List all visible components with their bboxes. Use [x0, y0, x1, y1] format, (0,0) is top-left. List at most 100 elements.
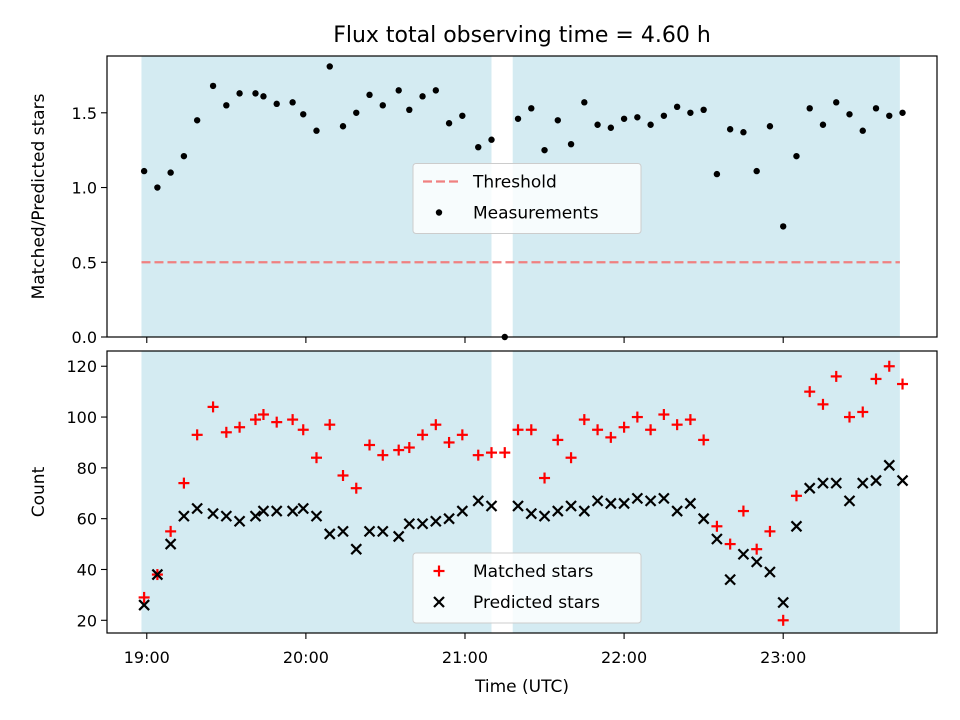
series-predicted-stars [138, 459, 909, 611]
x-marker-b [525, 507, 538, 520]
data-point [591, 495, 604, 507]
data-point [833, 99, 840, 106]
data-point [140, 167, 148, 175]
legend-swatch [435, 209, 443, 216]
data-point [819, 121, 827, 128]
data-point [236, 90, 243, 97]
data-point [605, 431, 617, 443]
x-marker-b [565, 500, 577, 512]
data-point [459, 112, 466, 119]
data-point [366, 91, 373, 99]
data-point [514, 115, 522, 122]
x-marker-b [644, 495, 657, 507]
x-marker-b [443, 512, 455, 525]
x-marker-b [605, 497, 617, 510]
data-point [403, 442, 415, 454]
x-marker-b [512, 500, 524, 512]
x-marker-b [870, 474, 882, 487]
x-marker-b [220, 510, 233, 522]
data-point [234, 421, 246, 433]
data-point [289, 99, 296, 106]
data-point [673, 103, 681, 111]
x-marker-b [178, 510, 190, 522]
data-point [525, 424, 537, 436]
data-point [750, 556, 763, 568]
data-point [270, 505, 283, 517]
data-point [191, 429, 203, 441]
x-marker-b [764, 566, 776, 578]
legend-label: Matched stars [473, 562, 593, 582]
data-point [872, 105, 880, 112]
data-point [541, 146, 548, 154]
data-point [700, 106, 707, 114]
x-marker-b [578, 505, 591, 517]
x-marker-b [790, 520, 803, 533]
legend-entry-measurements: Measurements [435, 204, 599, 224]
legend-entry-predicted-stars: Predicted stars [433, 593, 600, 613]
data-point [552, 434, 564, 446]
data-point [684, 497, 697, 510]
data-point [594, 121, 601, 128]
data-point [803, 482, 816, 494]
data-point [843, 411, 855, 423]
x-marker-b [297, 502, 310, 515]
data-point [379, 102, 386, 109]
data-point [525, 507, 538, 520]
data-point [565, 500, 577, 512]
y-tick-label: 1.5 [72, 104, 97, 123]
data-point [766, 123, 774, 130]
data-point [167, 169, 174, 176]
top-panel-matched-predicted-ratio: 0.0 0.5 1.0 1.5 Matched/Predicted stars Thres… [29, 55, 938, 347]
data-point [209, 82, 217, 90]
data-point [886, 112, 893, 119]
y-tick-label: 0.0 [72, 328, 97, 347]
x-marker-b [817, 477, 829, 489]
data-point [286, 505, 299, 517]
series-measurements [140, 63, 906, 341]
legend-box [412, 552, 642, 624]
data-point [897, 378, 909, 390]
data-point [552, 505, 564, 517]
legend-label: Threshold [472, 173, 557, 193]
data-point [472, 495, 485, 507]
data-point [395, 87, 402, 94]
data-point [528, 105, 535, 112]
data-point [499, 447, 511, 459]
data-point [687, 109, 694, 116]
data-point [165, 525, 177, 537]
data-point [164, 538, 177, 550]
x-marker-b [392, 530, 405, 543]
data-point [607, 124, 615, 131]
x-marker-b [456, 505, 469, 517]
data-point [313, 127, 320, 134]
x-marker-b [711, 533, 723, 545]
x-marker-b [856, 477, 869, 489]
data-point [647, 121, 654, 128]
data-point [793, 152, 800, 160]
data-point [430, 515, 442, 527]
data-point [233, 515, 246, 527]
x-tick-label: 19:00 [124, 648, 170, 667]
data-point [271, 416, 283, 428]
data-point [631, 492, 644, 505]
x-marker-b [472, 495, 485, 507]
data-point [178, 510, 190, 522]
data-point [857, 406, 869, 418]
data-point [151, 568, 164, 581]
data-point [581, 99, 588, 106]
data-point [486, 447, 498, 459]
data-point [377, 525, 389, 538]
data-point [273, 100, 280, 108]
data-point [377, 449, 389, 461]
data-point [220, 510, 233, 522]
data-point [350, 482, 362, 494]
x-marker-b [249, 510, 262, 522]
data-point [406, 106, 413, 114]
data-point [671, 505, 683, 517]
x-marker-b [803, 482, 816, 494]
x-tick-label: 22:00 [601, 648, 647, 667]
data-point [753, 167, 760, 175]
data-point [644, 495, 657, 507]
y-tick-label: 120 [66, 357, 97, 376]
data-point [249, 414, 261, 426]
